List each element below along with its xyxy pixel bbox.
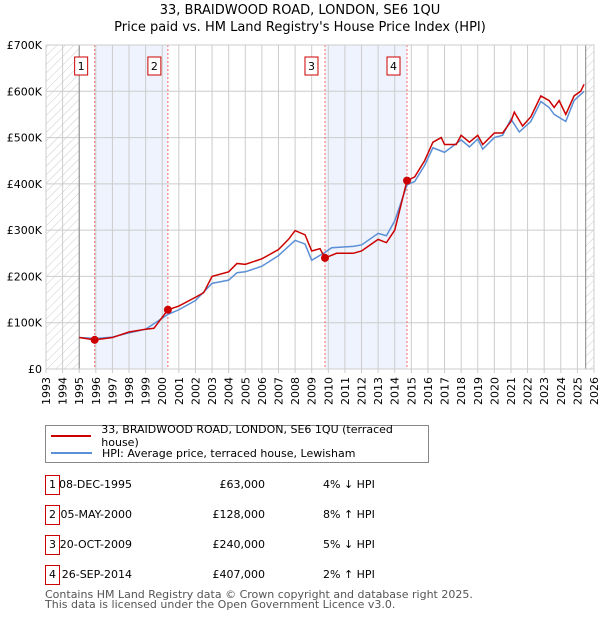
x-tick-label: 2018 bbox=[455, 377, 468, 405]
sale-point bbox=[403, 176, 412, 185]
sale-marker-label: 1 bbox=[45, 475, 60, 495]
y-tick-label: £100K bbox=[7, 317, 43, 330]
x-tick-label: 2005 bbox=[239, 377, 252, 405]
x-tick-label: 2025 bbox=[571, 377, 584, 405]
sale-price: £63,000 bbox=[219, 478, 266, 491]
sale-point bbox=[90, 335, 99, 344]
sale-row: 2 05-MAY-2000 £128,000 8% ↑ HPI bbox=[45, 505, 465, 525]
x-tick-label: 1998 bbox=[123, 377, 136, 405]
x-tick-label: 2006 bbox=[256, 377, 269, 405]
legend-label: HPI: Average price, terraced house, Lewi… bbox=[102, 446, 356, 460]
legend-label: 33, BRAIDWOOD ROAD, LONDON, SE6 1QU (ter… bbox=[101, 423, 393, 449]
plot-border bbox=[45, 44, 595, 370]
x-tick-label: 1997 bbox=[106, 377, 119, 405]
x-tick-label: 1996 bbox=[90, 377, 103, 405]
x-tick-label: 2020 bbox=[488, 377, 501, 405]
footer-licence: This data is licensed under the Open Gov… bbox=[45, 598, 396, 611]
x-tick-label: 2012 bbox=[356, 377, 369, 405]
sale-marker-label: 1 bbox=[78, 60, 85, 73]
x-tick-label: 2022 bbox=[522, 377, 535, 405]
x-tick-label: 2008 bbox=[289, 377, 302, 405]
x-tick-label: 2021 bbox=[505, 377, 518, 405]
x-tick-label: 1995 bbox=[73, 377, 86, 405]
x-tick-label: 2002 bbox=[189, 377, 202, 405]
legend-item-hpi: HPI: Average price, terraced house, Lewi… bbox=[46, 445, 355, 461]
x-tick-label: 1994 bbox=[57, 377, 70, 405]
sale-marker-label: 2 bbox=[151, 60, 158, 73]
x-tick-label: 2026 bbox=[588, 377, 600, 405]
x-tick-label: 2019 bbox=[472, 377, 485, 405]
sale-marker-label: 3 bbox=[45, 535, 60, 555]
x-tick-label: 2017 bbox=[439, 377, 452, 405]
sale-price: £128,000 bbox=[212, 508, 266, 521]
legend-swatch bbox=[51, 435, 92, 437]
sale-marker-box bbox=[147, 56, 162, 76]
legend-swatch bbox=[51, 452, 92, 454]
sale-point bbox=[163, 305, 172, 314]
sale-date: 08-DEC-1995 bbox=[58, 478, 132, 491]
sale-marker-box bbox=[304, 56, 319, 76]
x-tick-label: 2011 bbox=[339, 377, 352, 405]
x-tick-label: 2007 bbox=[272, 377, 285, 405]
x-tick-label: 2000 bbox=[156, 377, 169, 405]
x-tick-label: 2014 bbox=[389, 377, 402, 405]
shaded-period bbox=[324, 45, 408, 369]
x-tick-label: 2009 bbox=[306, 377, 319, 405]
sale-date: 26-SEP-2014 bbox=[61, 568, 132, 581]
x-tick-label: 2003 bbox=[206, 377, 219, 405]
chart-title: 33, BRAIDWOOD ROAD, LONDON, SE6 1QU bbox=[159, 3, 441, 18]
sale-hpi-diff: 4% ↓ HPI bbox=[323, 478, 375, 491]
sale-point bbox=[320, 253, 329, 262]
footer-copyright: Contains HM Land Registry data © Crown c… bbox=[45, 588, 473, 601]
y-tick-label: £500K bbox=[7, 132, 43, 145]
sale-marker-label: 2 bbox=[45, 505, 60, 525]
x-tick-label: 2023 bbox=[538, 377, 551, 405]
y-tick-label: £300K bbox=[7, 224, 43, 237]
sale-hpi-diff: 8% ↑ HPI bbox=[323, 508, 375, 521]
sale-hpi-diff: 5% ↓ HPI bbox=[323, 538, 375, 551]
shaded-period bbox=[94, 45, 168, 369]
x-tick-label: 2024 bbox=[555, 377, 568, 405]
sale-row: 4 26-SEP-2014 £407,000 2% ↑ HPI bbox=[45, 565, 465, 585]
sale-price: £407,000 bbox=[212, 568, 266, 581]
sale-row: 1 08-DEC-1995 £63,000 4% ↓ HPI bbox=[45, 475, 465, 495]
y-tick-label: £200K bbox=[7, 270, 43, 283]
sale-marker-label: 4 bbox=[45, 565, 60, 585]
plot-area: 1993 1994 1995 1996 1997 1998 1999 2000 2001 2002… bbox=[7, 39, 600, 405]
sale-price: £240,000 bbox=[212, 538, 266, 551]
x-tick-label: 2001 bbox=[173, 377, 186, 405]
chart-subtitle: Price paid vs. HM Land Registry's House … bbox=[114, 20, 486, 35]
sale-date: 05-MAY-2000 bbox=[60, 508, 132, 521]
x-tick-label: 2013 bbox=[372, 377, 385, 405]
sale-marker-box bbox=[386, 56, 401, 76]
sale-marker-box bbox=[74, 56, 89, 76]
x-tick-label: 2015 bbox=[405, 377, 418, 405]
x-tick-label: 2010 bbox=[322, 377, 335, 405]
sale-date: 20-OCT-2009 bbox=[59, 538, 132, 551]
x-tick-label: 1993 bbox=[40, 377, 53, 405]
x-tick-label: 1999 bbox=[140, 377, 153, 405]
y-tick-label: £700K bbox=[7, 39, 43, 52]
y-tick-label: £400K bbox=[7, 178, 43, 191]
sale-row: 3 20-OCT-2009 £240,000 5% ↓ HPI bbox=[45, 535, 465, 555]
x-tick-label: 2016 bbox=[422, 377, 435, 405]
y-tick-label: £0 bbox=[28, 363, 42, 376]
legend: 33, BRAIDWOOD ROAD, LONDON, SE6 1QU (ter… bbox=[45, 423, 429, 463]
hatched-region-after bbox=[585, 45, 594, 369]
legend-item-price: 33, BRAIDWOOD ROAD, LONDON, SE6 1QU (ter… bbox=[46, 423, 428, 449]
sale-hpi-diff: 2% ↑ HPI bbox=[323, 568, 375, 581]
y-tick-label: £600K bbox=[7, 85, 43, 98]
sale-marker-label: 3 bbox=[308, 60, 315, 73]
x-tick-label: 2004 bbox=[223, 377, 236, 405]
price-paid-line bbox=[79, 84, 585, 341]
sale-marker-label: 4 bbox=[390, 60, 397, 73]
hpi-line bbox=[79, 90, 585, 340]
